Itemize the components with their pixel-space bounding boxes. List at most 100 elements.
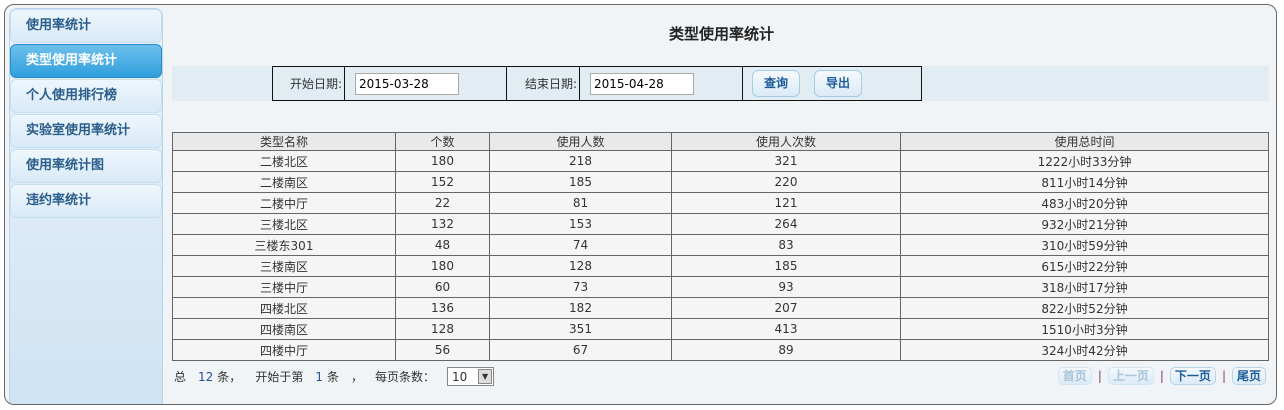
per-page-value: 10 xyxy=(452,369,468,384)
column-header: 使用人数 xyxy=(489,132,672,151)
table-cell: 22 xyxy=(395,192,490,214)
table-cell: 二楼北区 xyxy=(172,150,396,172)
table-cell: 三楼东301 xyxy=(172,234,396,256)
table-cell: 180 xyxy=(395,150,490,172)
table-cell: 185 xyxy=(671,255,901,277)
sidebar-item[interactable]: 使用率统计 xyxy=(10,9,162,43)
stats-table: 类型名称 个数 使用人数 使用人次数 使用总时间 二楼北区 180 218 321 1222小时… xyxy=(172,132,1269,361)
table-cell: 932小时21分钟 xyxy=(900,213,1269,235)
table-cell: 121 xyxy=(671,192,901,214)
table-cell: 56 xyxy=(395,339,490,361)
first-page-button[interactable]: 首页 xyxy=(1057,367,1092,385)
export-button[interactable]: 导出 xyxy=(814,70,863,97)
table-cell: 1222小时33分钟 xyxy=(900,150,1269,172)
table-cell: 三楼中厅 xyxy=(172,276,396,298)
table-row: 三楼中厅 60 73 93 318小时17分钟 xyxy=(172,276,1269,298)
table-row: 三楼南区 180 128 185 615小时22分钟 xyxy=(172,255,1269,277)
table-cell: 220 xyxy=(671,171,901,193)
column-header: 类型名称 xyxy=(172,132,396,151)
start-index: 1 xyxy=(315,369,323,384)
separator: | xyxy=(1221,369,1226,383)
table-cell: 四楼南区 xyxy=(172,318,396,340)
end-date-input[interactable] xyxy=(590,72,694,95)
page-title: 类型使用率统计 xyxy=(668,25,774,43)
table-cell: 93 xyxy=(671,276,901,298)
column-header: 使用人次数 xyxy=(671,132,901,151)
next-page-button[interactable]: 下一页 xyxy=(1169,367,1216,385)
table-cell: 822小时52分钟 xyxy=(900,297,1269,319)
table-cell: 321 xyxy=(671,150,901,172)
table-cell: 182 xyxy=(489,297,672,319)
sidebar-item[interactable]: 违约率统计 xyxy=(10,184,162,218)
main-frame: 使用率统计 类型使用率统计 个人使用排行榜 实验室使用率统计 使用率统计图 违约率统计 类… xyxy=(4,4,1277,405)
table-cell: 128 xyxy=(395,318,490,340)
end-date-label: 结束日期: xyxy=(507,67,580,100)
table-cell: 132 xyxy=(395,213,490,235)
table-row: 三楼北区 132 153 264 932小时21分钟 xyxy=(172,213,1269,235)
table-cell: 264 xyxy=(671,213,901,235)
table-cell: 二楼南区 xyxy=(172,171,396,193)
sidebar-item[interactable]: 实验室使用率统计 xyxy=(10,114,162,148)
table-cell: 1510小时3分钟 xyxy=(900,318,1269,340)
table-cell: 483小时20分钟 xyxy=(900,192,1269,214)
sidebar: 使用率统计 类型使用率统计 个人使用排行榜 实验室使用率统计 使用率统计图 违约率统计 xyxy=(9,8,163,404)
table-cell: 二楼中厅 xyxy=(172,192,396,214)
table-cell: 83 xyxy=(671,234,901,256)
table-cell: 180 xyxy=(395,255,490,277)
table-cell: 136 xyxy=(395,297,490,319)
comma: ， xyxy=(350,370,363,384)
sidebar-item[interactable]: 使用率统计图 xyxy=(10,149,162,183)
start-date-label: 开始日期: xyxy=(273,67,345,100)
table-cell: 81 xyxy=(489,192,672,214)
chevron-down-icon[interactable]: ▼ xyxy=(478,369,493,384)
start-prefix: 开始于第 xyxy=(255,370,304,384)
table-cell: 185 xyxy=(489,171,672,193)
table-row: 二楼南区 152 185 220 811小时14分钟 xyxy=(172,171,1269,193)
table-cell: 128 xyxy=(489,255,672,277)
sidebar-item[interactable]: 个人使用排行榜 xyxy=(10,79,162,113)
start-suffix: 条 xyxy=(326,370,339,384)
table-row: 四楼南区 128 351 413 1510小时3分钟 xyxy=(172,318,1269,340)
table-cell: 310小时59分钟 xyxy=(900,234,1269,256)
table-cell: 811小时14分钟 xyxy=(900,171,1269,193)
table-row: 四楼北区 136 182 207 822小时52分钟 xyxy=(172,297,1269,319)
table-cell: 67 xyxy=(489,339,672,361)
table-cell: 152 xyxy=(395,171,490,193)
prev-page-button[interactable]: 上一页 xyxy=(1107,367,1154,385)
table-cell: 324小时42分钟 xyxy=(900,339,1269,361)
table-cell: 60 xyxy=(395,276,490,298)
table-row: 四楼中厅 56 67 89 324小时42分钟 xyxy=(172,339,1269,361)
per-page-select[interactable]: 10 ▼ xyxy=(447,367,495,386)
total-prefix: 总 xyxy=(174,370,187,384)
table-row: 三楼东301 48 74 83 310小时59分钟 xyxy=(172,234,1269,256)
table-cell: 153 xyxy=(489,213,672,235)
total-count: 12 xyxy=(198,369,214,384)
table-row: 二楼中厅 22 81 121 483小时20分钟 xyxy=(172,192,1269,214)
table-cell: 48 xyxy=(395,234,490,256)
column-header: 个数 xyxy=(395,132,490,151)
filter-bar: 开始日期: 结束日期: 查询 导出 xyxy=(172,66,1269,101)
pager: 首页 | 上一页 | 下一页 | 尾页 xyxy=(1057,367,1266,385)
table-cell: 73 xyxy=(489,276,672,298)
table-cell: 四楼北区 xyxy=(172,297,396,319)
table-cell: 207 xyxy=(671,297,901,319)
per-page-label: 每页条数： xyxy=(375,370,436,384)
table-cell: 74 xyxy=(489,234,672,256)
table-cell: 413 xyxy=(671,318,901,340)
table-cell: 218 xyxy=(489,150,672,172)
query-button[interactable]: 查询 xyxy=(752,70,801,97)
sidebar-item[interactable]: 类型使用率统计 xyxy=(10,44,162,78)
last-page-button[interactable]: 尾页 xyxy=(1231,367,1266,385)
table-cell: 三楼南区 xyxy=(172,255,396,277)
total-suffix: 条， xyxy=(217,370,242,384)
start-date-input[interactable] xyxy=(355,72,459,95)
separator: | xyxy=(1159,369,1164,383)
table-cell: 三楼北区 xyxy=(172,213,396,235)
table-cell: 351 xyxy=(489,318,672,340)
table-cell: 615小时22分钟 xyxy=(900,255,1269,277)
table-row: 二楼北区 180 218 321 1222小时33分钟 xyxy=(172,150,1269,172)
column-header: 使用总时间 xyxy=(900,132,1269,151)
table-cell: 四楼中厅 xyxy=(172,339,396,361)
pagination-info: 总 12 条， 开始于第 1 条 ， 每页条数： 10 ▼ xyxy=(174,367,495,386)
separator: | xyxy=(1097,369,1102,383)
